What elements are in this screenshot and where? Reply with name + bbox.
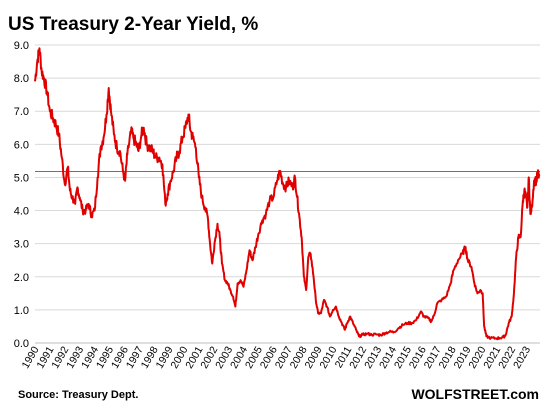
brand-watermark: WOLFSTREET.com	[411, 386, 539, 402]
y-tick-label: 5.0	[14, 172, 29, 184]
source-note: Source: Treasury Dept.	[18, 389, 138, 401]
y-tick-label: 1.0	[14, 305, 29, 317]
y-tick-label: 7.0	[14, 106, 29, 118]
y-tick-label: 0.0	[14, 338, 29, 350]
y-tick-label: 2.0	[14, 272, 29, 284]
x-axis-ticks: 1990199119921993199419951996199719981999…	[20, 344, 534, 370]
y-tick-label: 8.0	[14, 73, 29, 85]
chart-title: US Treasury 2-Year Yield, %	[8, 14, 258, 35]
gridlines	[35, 44, 540, 344]
y-tick-label: 6.0	[14, 139, 29, 151]
y-tick-label: 4.0	[14, 206, 29, 218]
y-tick-label: 3.0	[14, 239, 29, 251]
y-tick-label: 9.0	[14, 40, 29, 52]
y-axis-ticks: 0.0 1.0 2.0 3.0 4.0 5.0 6.0 7.0 8.0 9.0	[14, 40, 29, 350]
yield-series-line	[34, 47, 541, 341]
